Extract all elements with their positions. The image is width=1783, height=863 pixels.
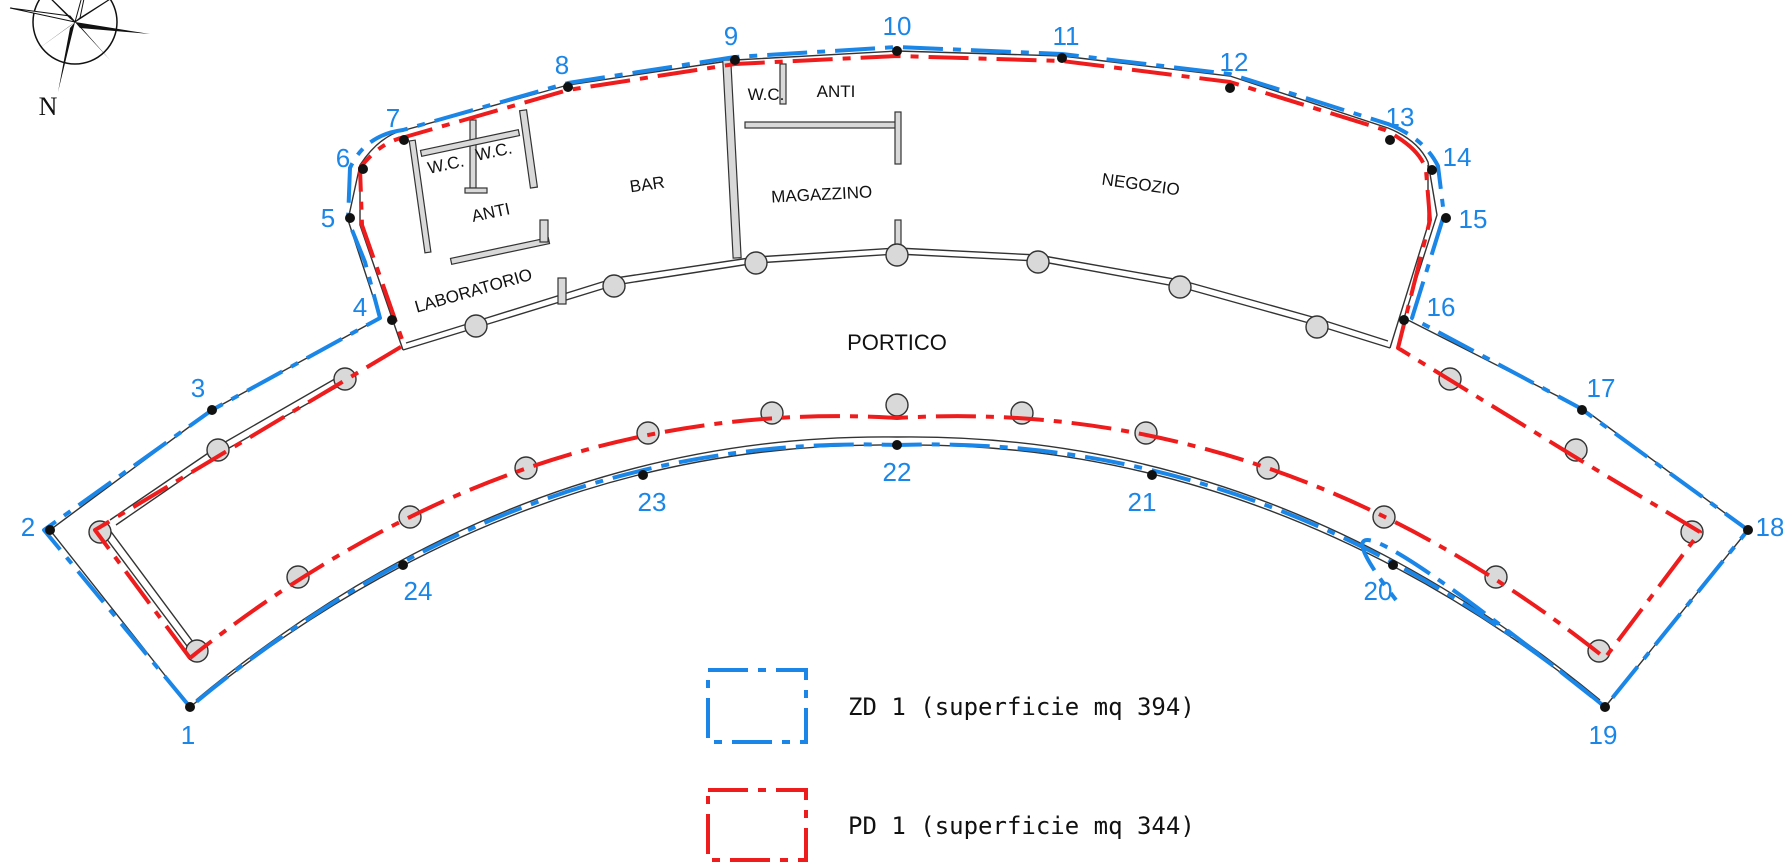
point-label: 15 xyxy=(1459,204,1488,234)
point-label: 20 xyxy=(1364,576,1393,606)
point-label: 1 xyxy=(181,720,195,750)
room-anti-2: ANTI xyxy=(817,82,856,101)
room-magazzino: MAGAZZINO xyxy=(771,182,873,206)
partitions xyxy=(408,59,902,305)
room-negozio: NEGOZIO xyxy=(1101,170,1181,200)
legend: ZD 1 (superficie mq 394) PD 1 (superfici… xyxy=(706,668,1195,862)
point-label: 13 xyxy=(1386,102,1415,132)
inner-arc-wall-2 xyxy=(195,436,1601,701)
point-label: 10 xyxy=(883,11,912,41)
room-portico: PORTICO xyxy=(847,330,947,355)
left-wing-wall xyxy=(99,375,345,651)
point-label: 16 xyxy=(1427,292,1456,322)
room-bar: BAR xyxy=(629,173,666,197)
point-label: 22 xyxy=(883,457,912,487)
vertex-markers xyxy=(45,46,1753,712)
pd1-boundary xyxy=(93,54,1702,660)
point-label: 7 xyxy=(386,103,400,133)
legend-swatch-pd1 xyxy=(706,788,808,862)
point-label: 5 xyxy=(321,203,335,233)
building-sidewall-left xyxy=(359,165,404,351)
point-label: 21 xyxy=(1128,487,1157,517)
north-label: N xyxy=(39,92,58,121)
compass-rose-icon xyxy=(9,0,150,92)
point-label: 6 xyxy=(336,143,350,173)
point-label: 3 xyxy=(191,373,205,403)
point-label: 9 xyxy=(724,21,738,51)
point-label: 8 xyxy=(555,50,569,80)
legend-swatch-zd1 xyxy=(706,668,808,744)
point-label: 19 xyxy=(1589,720,1618,750)
room-wc-3: W.C. xyxy=(748,85,785,104)
point-label: 23 xyxy=(638,487,667,517)
point-label: 12 xyxy=(1220,47,1249,77)
point-label: 17 xyxy=(1587,373,1616,403)
point-label: 24 xyxy=(404,576,433,606)
legend-label-pd1: PD 1 (superficie mq 344) xyxy=(848,812,1195,840)
room-wc-1: W.C. xyxy=(426,151,466,177)
point-label: 14 xyxy=(1443,142,1472,172)
columns xyxy=(88,243,1704,663)
point-label: 4 xyxy=(353,292,367,322)
point-label: 18 xyxy=(1756,512,1783,542)
legend-label-zd1: ZD 1 (superficie mq 394) xyxy=(848,693,1195,721)
room-anti-1: ANTI xyxy=(470,199,512,226)
point-label: 2 xyxy=(21,512,35,542)
point-label: 11 xyxy=(1053,21,1080,51)
vertex-labels: 1 2 3 4 5 6 7 8 9 10 11 12 13 14 15 16 1… xyxy=(21,11,1783,750)
